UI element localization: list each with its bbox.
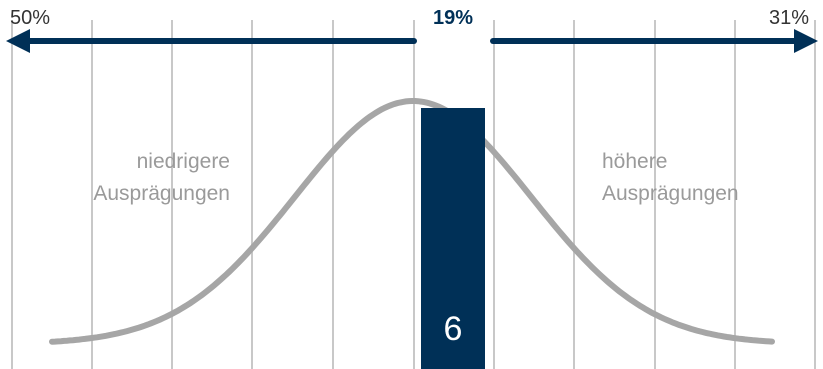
highlighted-stanine-bar <box>421 108 485 369</box>
higher-expressions-label: höhere Ausprägungen <box>602 150 739 205</box>
lower-expressions-label: niedrigere Ausprägungen <box>93 150 230 205</box>
left-arrow <box>6 29 417 53</box>
percent-above: 31% <box>768 7 809 29</box>
right-arrow <box>490 29 818 53</box>
percent-at: 19% <box>432 7 474 29</box>
bar-value-label: 6 <box>443 310 463 348</box>
grid-lines <box>11 20 816 369</box>
distribution-curve <box>49 98 775 345</box>
percent-below: 50% <box>10 7 51 29</box>
